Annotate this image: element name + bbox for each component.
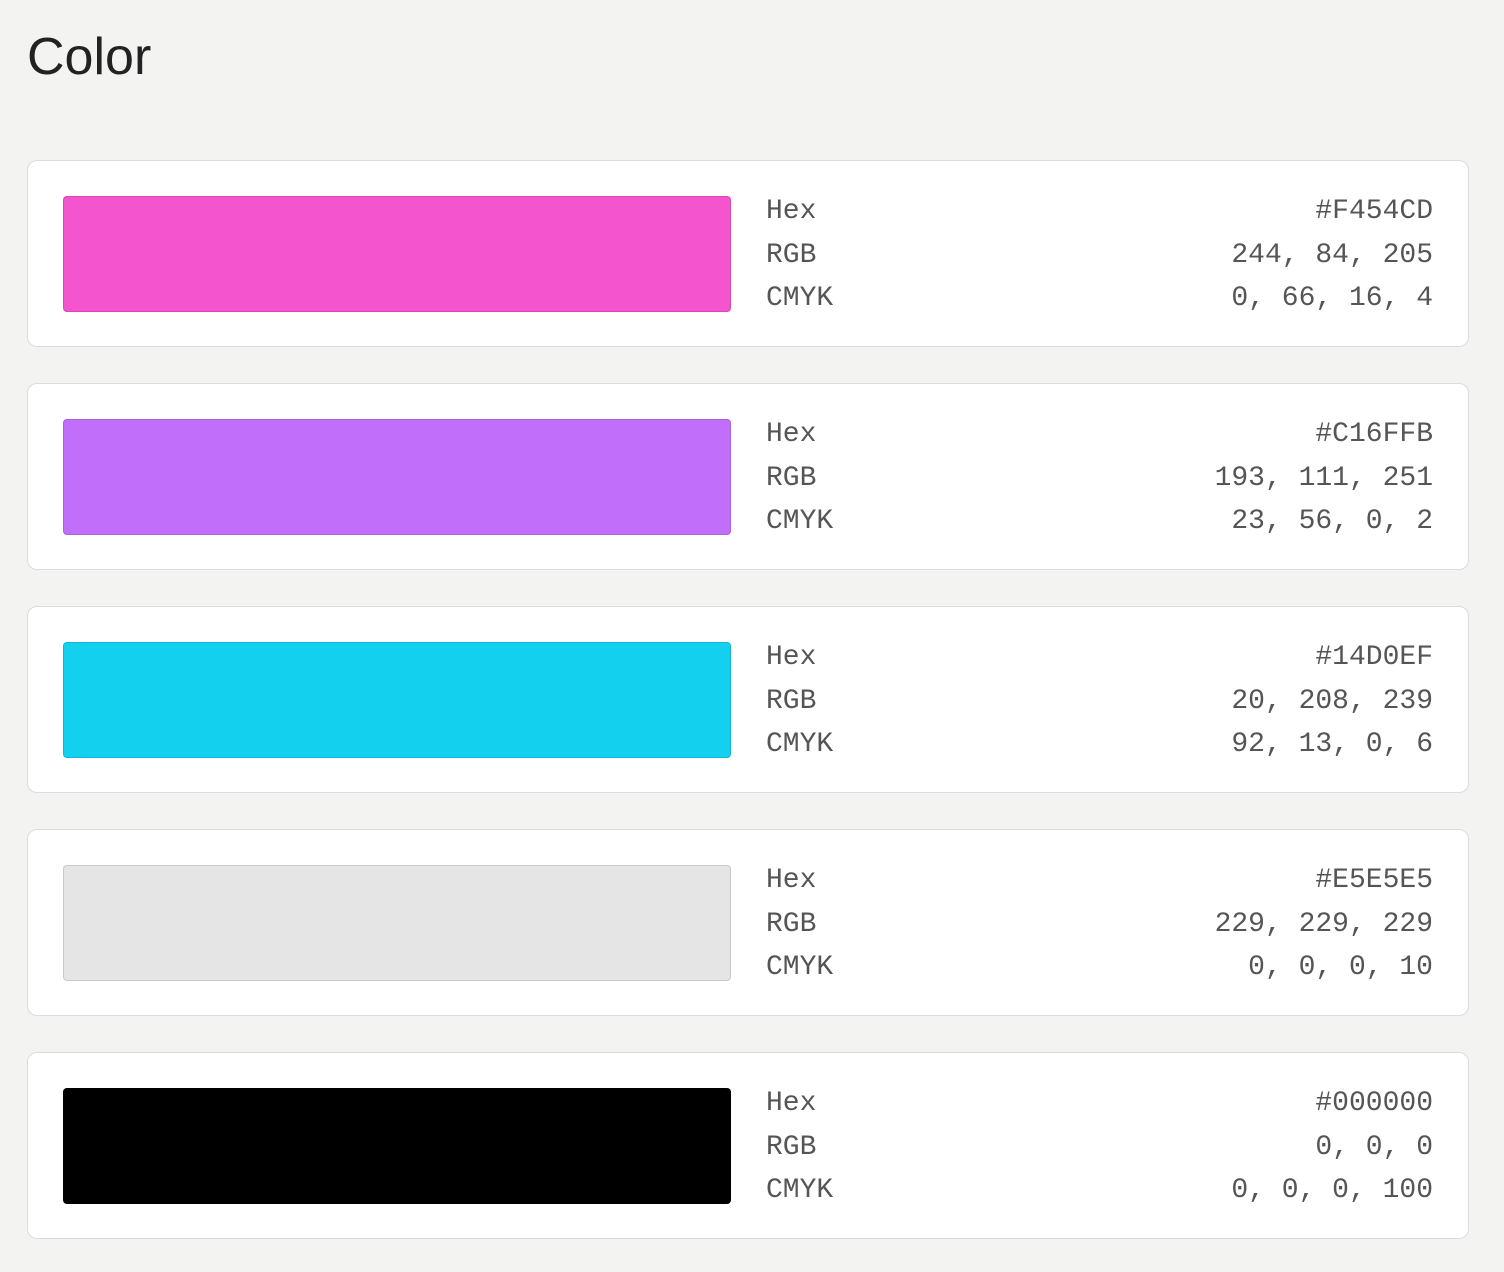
value-text: #F454CD	[1315, 196, 1433, 227]
value-row: RGB 0, 0, 0	[766, 1126, 1433, 1170]
color-values: Hex #E5E5E5 RGB 229, 229, 229 CMYK 0, 0, 0, 1…	[766, 859, 1433, 990]
color-swatch	[63, 642, 731, 758]
color-swatch	[63, 1088, 731, 1204]
value-text: 229, 229, 229	[1214, 908, 1433, 940]
value-label: CMYK	[766, 729, 834, 760]
value-row: CMYK 0, 66, 16, 4	[766, 277, 1433, 321]
value-row: Hex #C16FFB	[766, 413, 1433, 457]
value-text: 0, 0, 0, 10	[1248, 952, 1433, 983]
value-label: RGB	[766, 908, 817, 940]
value-row: CMYK 0, 0, 0, 100	[766, 1169, 1433, 1213]
value-row: RGB 229, 229, 229	[766, 903, 1433, 947]
value-label: CMYK	[766, 506, 834, 537]
page-title: Color	[27, 28, 152, 86]
value-label: RGB	[766, 1131, 817, 1163]
color-swatch	[63, 419, 731, 535]
color-values: Hex #14D0EF RGB 20, 208, 239 CMYK 92, 13, 0, …	[766, 636, 1433, 767]
color-values: Hex #F454CD RGB 244, 84, 205 CMYK 0, 66, 16, …	[766, 190, 1433, 321]
value-row: Hex #E5E5E5	[766, 859, 1433, 903]
value-text: 244, 84, 205	[1231, 239, 1433, 271]
value-label: RGB	[766, 685, 817, 717]
value-row: Hex #F454CD	[766, 190, 1433, 234]
value-text: #E5E5E5	[1315, 865, 1433, 896]
color-card: Hex #14D0EF RGB 20, 208, 239 CMYK 92, 13, 0, …	[27, 606, 1469, 793]
value-label: RGB	[766, 462, 817, 494]
value-text: 23, 56, 0, 2	[1231, 506, 1433, 537]
color-card: Hex #E5E5E5 RGB 229, 229, 229 CMYK 0, 0, 0, 1…	[27, 829, 1469, 1016]
value-text: #000000	[1315, 1088, 1433, 1119]
value-row: Hex #000000	[766, 1082, 1433, 1126]
value-label: Hex	[766, 865, 817, 896]
value-label: Hex	[766, 196, 817, 227]
value-row: CMYK 0, 0, 0, 10	[766, 946, 1433, 990]
value-text: 0, 66, 16, 4	[1231, 283, 1433, 314]
color-card: Hex #C16FFB RGB 193, 111, 251 CMYK 23, 56, 0,…	[27, 383, 1469, 570]
color-swatch	[63, 196, 731, 312]
color-values: Hex #C16FFB RGB 193, 111, 251 CMYK 23, 56, 0,…	[766, 413, 1433, 544]
value-label: RGB	[766, 239, 817, 271]
value-text: 20, 208, 239	[1231, 685, 1433, 717]
color-card: Hex #F454CD RGB 244, 84, 205 CMYK 0, 66, 16, …	[27, 160, 1469, 347]
value-row: Hex #14D0EF	[766, 636, 1433, 680]
value-label: CMYK	[766, 952, 834, 983]
value-text: 92, 13, 0, 6	[1231, 729, 1433, 760]
value-label: CMYK	[766, 1175, 834, 1206]
value-row: RGB 193, 111, 251	[766, 457, 1433, 501]
value-row: CMYK 23, 56, 0, 2	[766, 500, 1433, 544]
value-text: 0, 0, 0, 100	[1231, 1175, 1433, 1206]
value-text: 193, 111, 251	[1214, 462, 1433, 494]
value-text: #14D0EF	[1315, 642, 1433, 673]
color-card: Hex #000000 RGB 0, 0, 0 CMYK 0, 0, 0, 100	[27, 1052, 1469, 1239]
value-label: Hex	[766, 419, 817, 450]
value-row: RGB 20, 208, 239	[766, 680, 1433, 724]
value-row: RGB 244, 84, 205	[766, 234, 1433, 278]
color-swatch	[63, 865, 731, 981]
value-label: Hex	[766, 1088, 817, 1119]
value-label: CMYK	[766, 283, 834, 314]
value-label: Hex	[766, 642, 817, 673]
value-row: CMYK 92, 13, 0, 6	[766, 723, 1433, 767]
color-values: Hex #000000 RGB 0, 0, 0 CMYK 0, 0, 0, 100	[766, 1082, 1433, 1213]
value-text: #C16FFB	[1315, 419, 1433, 450]
value-text: 0, 0, 0	[1315, 1131, 1433, 1163]
